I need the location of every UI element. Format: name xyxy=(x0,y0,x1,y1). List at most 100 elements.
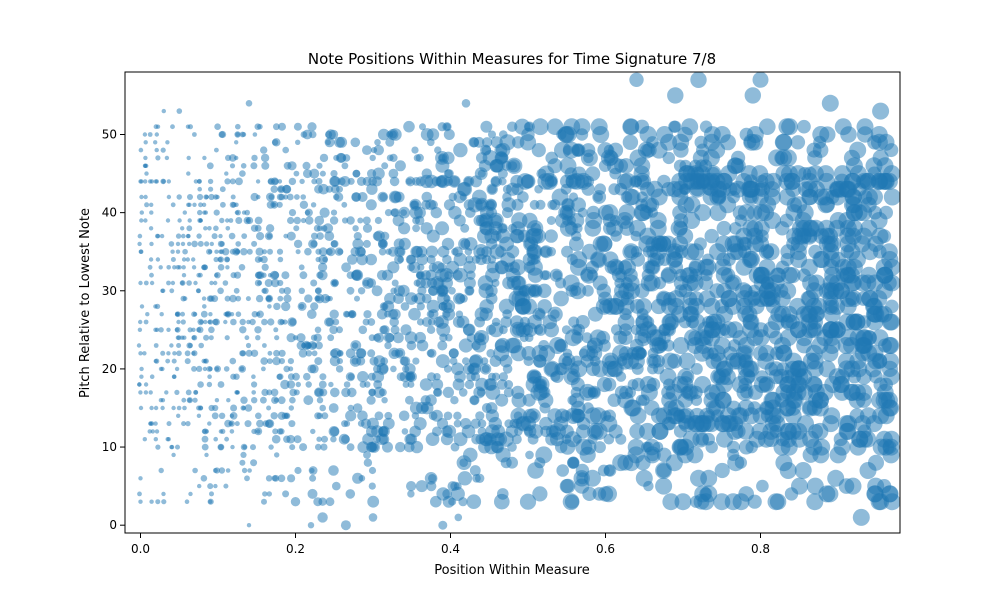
data-point xyxy=(385,137,395,147)
data-point xyxy=(443,365,452,373)
data-point xyxy=(230,194,236,200)
data-point xyxy=(424,472,438,485)
data-point xyxy=(636,347,647,359)
data-point xyxy=(506,456,518,469)
data-point xyxy=(186,155,191,161)
data-point xyxy=(678,352,696,370)
data-point xyxy=(351,270,362,281)
data-point xyxy=(413,292,426,305)
data-point xyxy=(380,325,390,335)
data-point xyxy=(176,350,182,357)
data-point xyxy=(207,421,212,426)
data-point xyxy=(503,387,514,398)
data-point xyxy=(316,232,324,240)
data-point xyxy=(196,178,202,184)
data-point xyxy=(311,350,318,357)
data-point xyxy=(309,130,317,139)
data-point xyxy=(293,225,300,232)
data-point xyxy=(779,462,797,479)
data-point xyxy=(629,72,644,88)
data-point xyxy=(581,143,596,158)
data-point xyxy=(177,265,182,270)
data-point xyxy=(214,398,220,403)
data-point xyxy=(329,325,338,335)
data-point xyxy=(348,311,355,318)
data-point xyxy=(229,413,235,418)
data-point xyxy=(300,217,307,224)
data-point xyxy=(303,372,311,381)
data-point xyxy=(367,318,376,326)
data-point xyxy=(346,443,355,451)
data-point xyxy=(315,287,322,295)
data-point xyxy=(350,137,361,148)
data-point xyxy=(357,287,366,295)
data-point xyxy=(155,444,161,450)
data-point xyxy=(426,255,436,264)
data-point xyxy=(329,349,339,358)
data-point xyxy=(343,310,350,318)
data-point xyxy=(218,467,226,474)
data-point xyxy=(260,153,270,163)
data-point xyxy=(758,377,774,392)
data-point xyxy=(603,409,616,423)
data-point xyxy=(537,299,552,314)
data-point xyxy=(166,437,171,442)
data-point xyxy=(254,326,262,334)
data-point xyxy=(347,387,357,398)
data-point xyxy=(277,318,285,326)
data-point xyxy=(805,282,823,300)
data-point xyxy=(313,333,322,342)
data-point xyxy=(379,388,387,397)
data-point xyxy=(148,421,153,426)
data-point xyxy=(296,333,306,343)
data-point xyxy=(372,167,385,180)
data-point xyxy=(463,324,475,336)
data-point xyxy=(586,345,603,362)
data-point xyxy=(239,318,246,326)
data-point xyxy=(473,332,485,344)
data-point xyxy=(441,299,456,314)
data-point xyxy=(311,178,318,185)
data-point xyxy=(286,380,296,389)
data-point xyxy=(674,493,692,511)
data-point xyxy=(380,231,390,241)
data-point xyxy=(256,419,264,428)
data-point xyxy=(819,126,836,143)
y-tick-label: 20 xyxy=(102,362,117,376)
data-point xyxy=(175,444,180,450)
data-point xyxy=(756,479,769,493)
data-point xyxy=(276,201,283,208)
data-point xyxy=(718,368,736,386)
data-point xyxy=(374,139,381,146)
data-point xyxy=(257,280,263,286)
data-point xyxy=(384,209,393,217)
data-point xyxy=(639,422,656,440)
data-point xyxy=(223,483,229,489)
data-point xyxy=(245,342,252,349)
data-point xyxy=(396,247,405,256)
data-point xyxy=(380,357,389,365)
data-point xyxy=(270,185,278,193)
data-point xyxy=(168,241,175,247)
data-point xyxy=(174,327,180,332)
data-point xyxy=(197,186,202,192)
plot-frame xyxy=(124,71,901,534)
data-point xyxy=(310,428,316,435)
data-point xyxy=(304,208,313,217)
data-point xyxy=(595,235,613,253)
data-point xyxy=(277,396,286,405)
data-point xyxy=(716,220,732,236)
data-point xyxy=(622,188,640,206)
data-point xyxy=(330,387,340,398)
data-point xyxy=(160,405,165,411)
data-point xyxy=(485,384,501,400)
data-point xyxy=(138,147,144,153)
data-point xyxy=(255,247,264,256)
data-point xyxy=(319,153,329,163)
data-point xyxy=(443,169,453,179)
data-point xyxy=(584,469,601,487)
data-point xyxy=(408,261,421,273)
data-point xyxy=(531,143,546,158)
data-point xyxy=(266,295,272,302)
data-point xyxy=(571,331,584,344)
